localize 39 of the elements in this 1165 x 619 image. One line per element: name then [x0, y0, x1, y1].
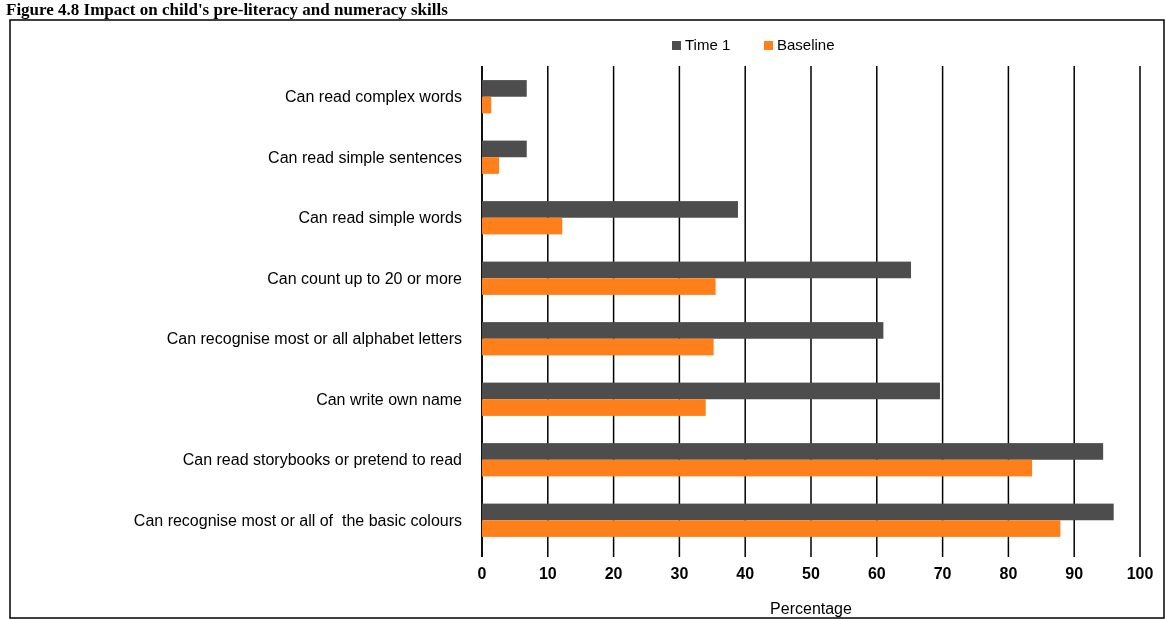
bar: [482, 278, 716, 295]
bar: [482, 322, 884, 339]
x-tick-label: 30: [670, 565, 689, 582]
y-tick-label: Can write own name: [316, 390, 463, 408]
x-tick-label: 90: [1065, 565, 1084, 582]
bar: [482, 459, 1033, 477]
y-tick-label: Can read simple words: [298, 209, 462, 227]
bar: [482, 382, 940, 400]
legend-label: Baseline: [777, 36, 835, 53]
bar: [482, 217, 563, 235]
y-tick-label: Can read complex words: [285, 88, 462, 106]
x-tick-label: 40: [736, 565, 755, 582]
bar: [482, 140, 527, 158]
x-tick-label: 70: [933, 565, 952, 582]
bar: [482, 80, 527, 97]
bar: [482, 261, 912, 279]
x-tick-label: 50: [802, 565, 820, 582]
bar: [482, 96, 492, 114]
bar: [482, 338, 714, 356]
bar: [482, 520, 1061, 537]
bar: [482, 503, 1114, 521]
bar: [482, 201, 738, 218]
x-tick-label: 10: [538, 565, 557, 582]
bar: [482, 157, 500, 174]
y-tick-label: Can recognise most or all alphabet letters: [166, 330, 462, 348]
x-tick-label: 80: [999, 565, 1018, 582]
bar: [482, 399, 706, 416]
bar: [482, 443, 1104, 460]
y-tick-label: Can count up to 20 or more: [267, 269, 463, 287]
x-tick-label: 20: [604, 565, 623, 582]
y-tick-label: Can read storybooks or pretend to read: [182, 451, 462, 469]
x-axis-title: Percentage: [770, 600, 853, 617]
y-tick-label: Can recognise most or all of the basic colours: [133, 511, 462, 529]
y-tick-label: Can read simple sentences: [268, 148, 462, 166]
x-tick-label: 60: [867, 565, 886, 582]
legend-label: Time 1: [685, 36, 731, 53]
x-tick-label: 0: [477, 565, 487, 582]
text: Figure 4.8 Impact on child's pre-literacy and numeracy skills: [6, 0, 449, 19]
x-tick-label: 100: [1126, 565, 1154, 582]
